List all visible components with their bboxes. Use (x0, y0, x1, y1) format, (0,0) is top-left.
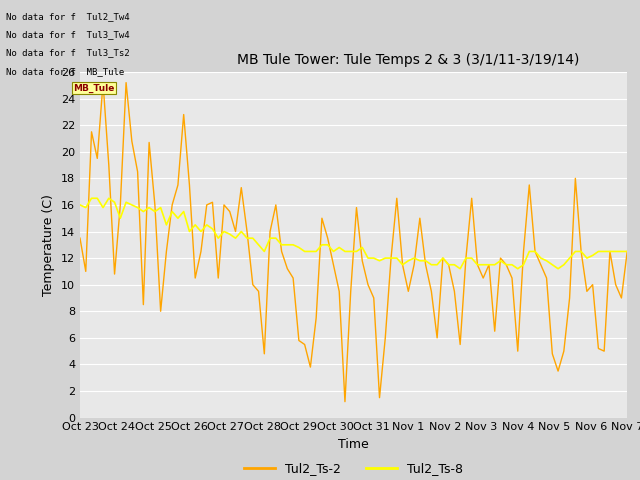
X-axis label: Time: Time (338, 438, 369, 451)
Title: MB Tule Tower: Tule Temps 2 & 3 (3/1/11-3/19/14): MB Tule Tower: Tule Temps 2 & 3 (3/1/11-… (237, 53, 579, 67)
Y-axis label: Temperature (C): Temperature (C) (42, 194, 55, 296)
Legend: Tul2_Ts-2, Tul2_Ts-8: Tul2_Ts-2, Tul2_Ts-8 (239, 457, 468, 480)
Text: No data for f  Tul3_Tw4: No data for f Tul3_Tw4 (6, 30, 130, 39)
Text: No data for f  MB_Tule: No data for f MB_Tule (6, 67, 125, 76)
Text: No data for f  Tul2_Tw4: No data for f Tul2_Tw4 (6, 12, 130, 21)
Text: MB_Tule: MB_Tule (74, 84, 115, 93)
Text: No data for f  Tul3_Ts2: No data for f Tul3_Ts2 (6, 48, 130, 58)
